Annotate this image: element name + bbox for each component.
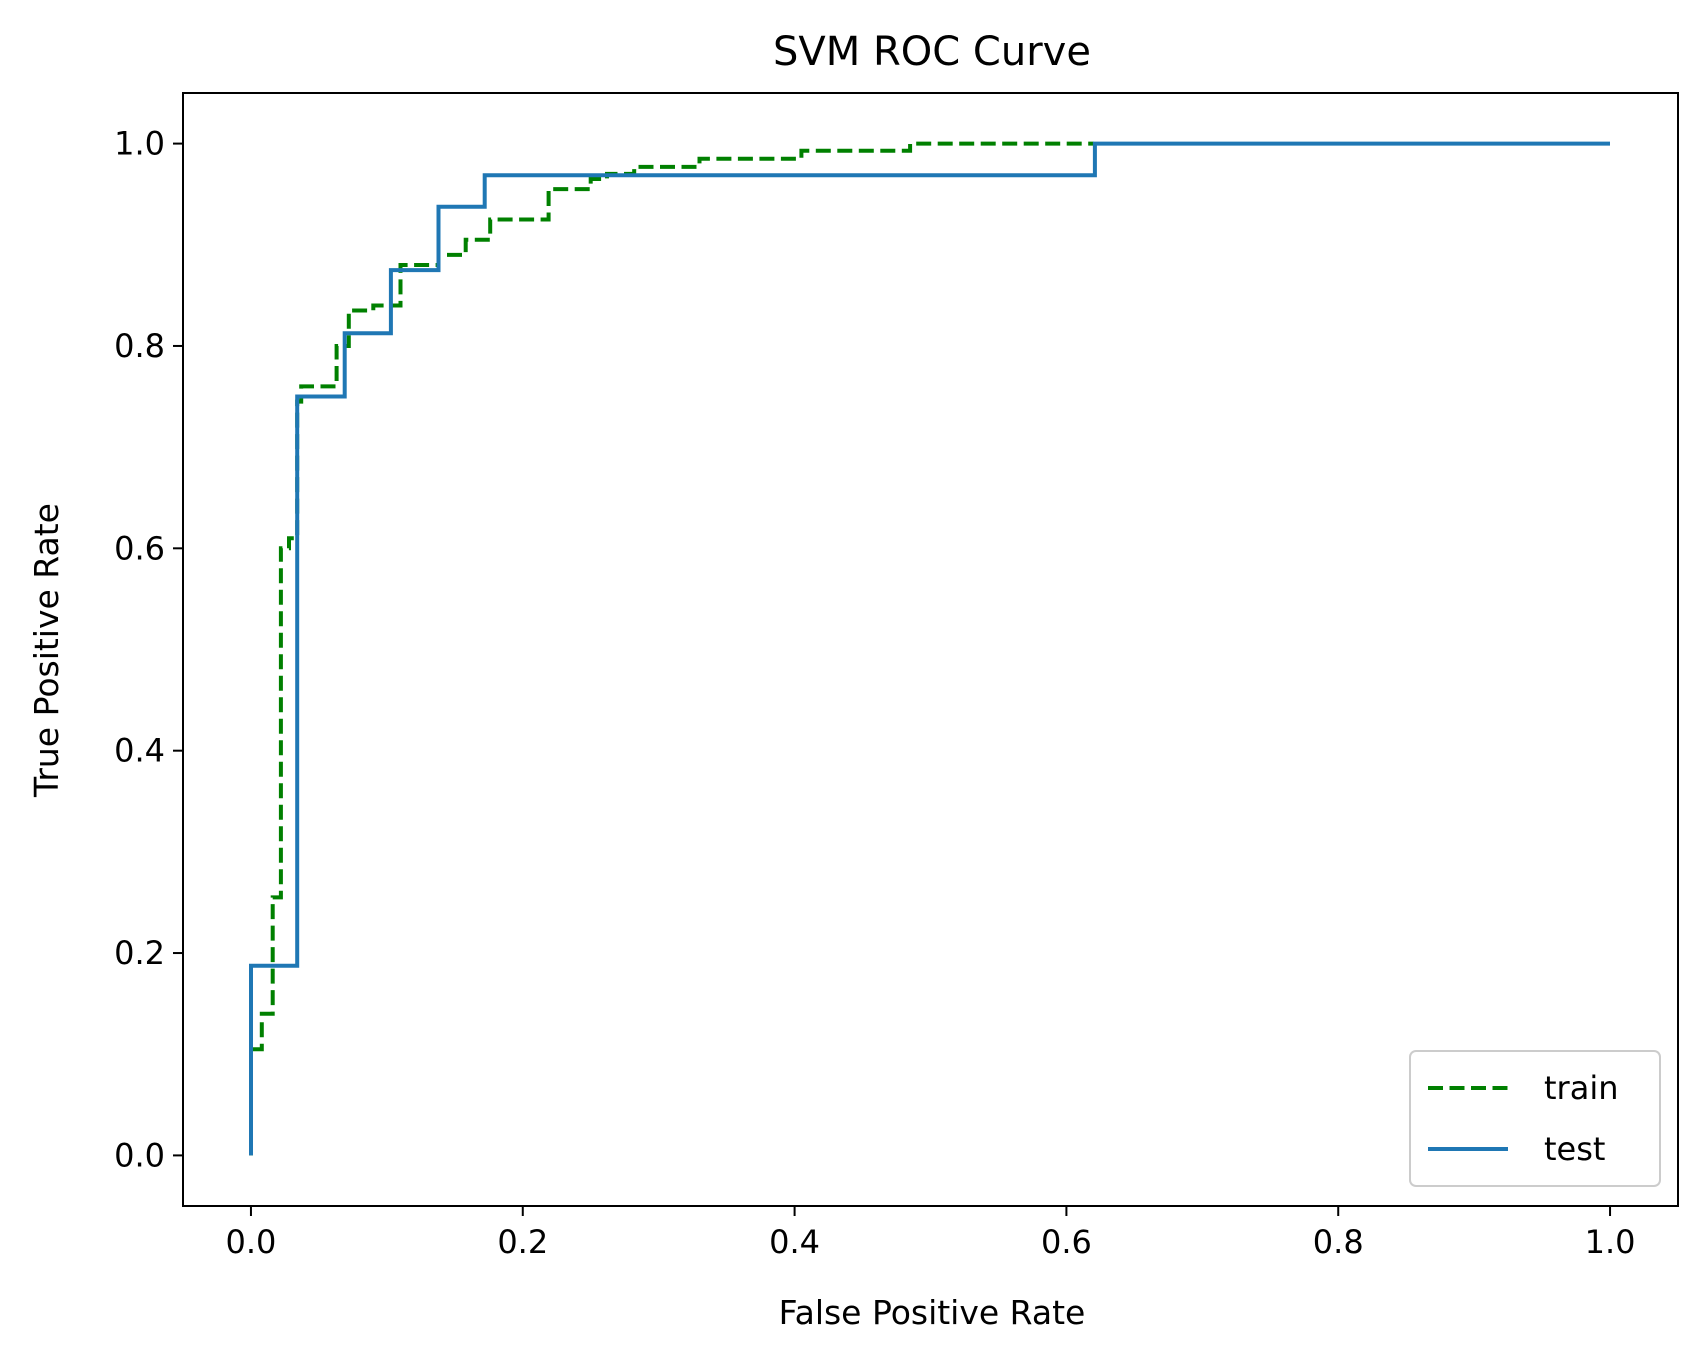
legend: train test (1409, 1050, 1661, 1187)
x-axis-label: False Positive Rate (779, 1293, 1086, 1332)
legend-label-train: train (1544, 1069, 1618, 1107)
legend-box (1409, 1050, 1661, 1187)
x-tick-label: 0.0 (226, 1223, 277, 1261)
y-tick-label: 0.6 (114, 529, 165, 567)
plot-lines (249, 141, 1610, 1156)
legend-label-test: test (1544, 1130, 1605, 1168)
y-axis-ticks: 0.0 0.2 0.4 0.6 0.8 1.0 (114, 125, 183, 1174)
x-tick-label: 0.2 (497, 1223, 548, 1261)
x-tick-label: 1.0 (1585, 1223, 1636, 1261)
series-line-test (249, 141, 1610, 1156)
y-tick-label: 0.0 (114, 1136, 165, 1174)
plot-frame (182, 92, 1679, 1207)
y-tick-label: 1.0 (114, 125, 165, 163)
x-tick-label: 0.6 (1041, 1223, 1092, 1261)
x-tick-label: 0.4 (769, 1223, 820, 1261)
y-tick-label: 0.4 (114, 732, 165, 770)
chart-title: SVM ROC Curve (773, 29, 1091, 75)
x-tick-label: 0.8 (1313, 1223, 1364, 1261)
y-tick-label: 0.8 (114, 327, 165, 365)
series-line-train (249, 141, 1094, 1156)
y-tick-label: 0.2 (114, 934, 165, 972)
x-axis-ticks: 0.0 0.2 0.4 0.6 0.8 1.0 (226, 1206, 1636, 1261)
y-axis-label: True Positive Rate (27, 503, 66, 798)
